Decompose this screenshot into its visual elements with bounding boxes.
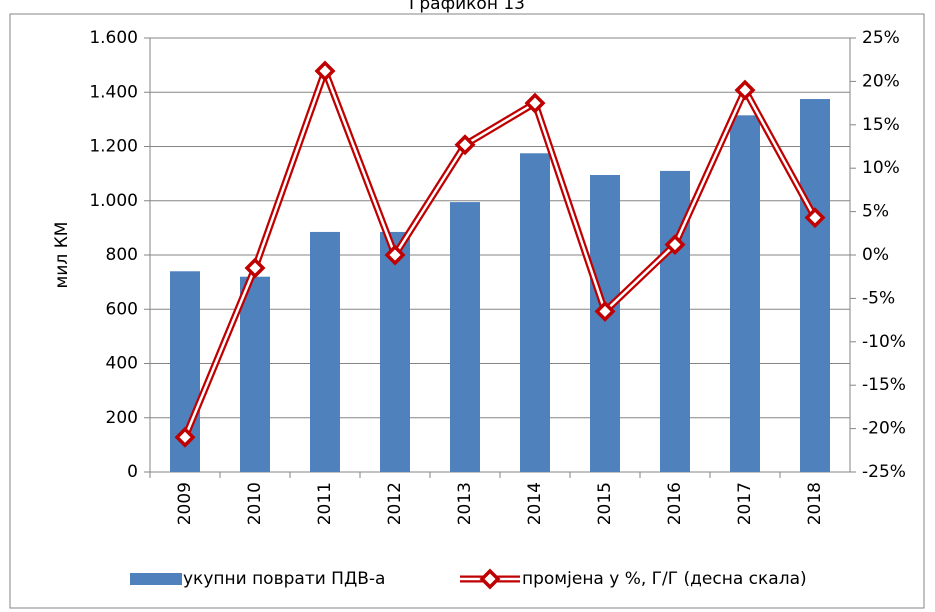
bar <box>800 99 830 472</box>
y-tick-label: 200 <box>106 408 138 428</box>
line-marker <box>594 300 616 322</box>
line-marker <box>454 134 476 156</box>
y2-tick-label: -20% <box>862 419 906 439</box>
y2-tick-label: 10% <box>862 158 900 178</box>
bar <box>520 153 550 472</box>
line-marker <box>804 207 826 229</box>
x-tick-label: 2013 <box>455 482 475 525</box>
bar <box>380 231 410 472</box>
bar <box>730 115 760 473</box>
line-marker <box>664 234 686 256</box>
line-marker <box>314 60 336 82</box>
legend-label: промјена у %, Г/Г (десна скала) <box>522 569 807 589</box>
y2-tick-label: -25% <box>862 462 906 482</box>
x-tick-label: 2018 <box>805 482 825 525</box>
line-marker <box>524 92 546 114</box>
y2-tick-label: 25% <box>862 28 900 48</box>
y-tick-label: 0 <box>127 462 138 482</box>
chart-border <box>9 13 925 609</box>
y2-tick-label: 15% <box>862 115 900 135</box>
legend-swatch <box>130 573 182 585</box>
bar <box>590 174 620 472</box>
y-tick-label: 1.200 <box>89 137 138 157</box>
x-tick-label: 2011 <box>315 482 335 525</box>
legend-label: укупни поврати ПДВ-а <box>183 569 385 589</box>
line-inner <box>183 67 817 438</box>
y-tick-label: 1.600 <box>89 28 138 48</box>
bar <box>240 276 270 472</box>
y2-tick-label: 20% <box>862 71 900 91</box>
y-tick-label: 1.400 <box>89 82 138 102</box>
x-tick-label: 2016 <box>665 482 685 525</box>
x-tick-label: 2014 <box>525 482 545 525</box>
x-tick-label: 2015 <box>595 482 615 525</box>
y2-tick-label: 5% <box>862 202 889 222</box>
y2-tick-label: -15% <box>862 375 906 395</box>
x-tick-label: 2012 <box>385 482 405 525</box>
line-marker <box>384 244 406 266</box>
y2-tick-label: 0% <box>862 245 889 265</box>
y-tick-label: 400 <box>106 354 138 374</box>
line-marker <box>734 79 756 101</box>
y2-tick-label: -5% <box>862 288 895 308</box>
y-tick-label: 600 <box>106 299 138 319</box>
chart-title: Графикон 13 <box>409 0 525 14</box>
legend-marker <box>479 568 501 590</box>
bar <box>310 231 340 472</box>
x-tick-label: 2010 <box>245 482 265 525</box>
y2-tick-label: -10% <box>862 332 906 352</box>
bar <box>450 202 480 472</box>
y-tick-label: 800 <box>106 245 138 265</box>
x-tick-label: 2017 <box>735 482 755 525</box>
line <box>181 60 819 439</box>
y-tick-label: 1.000 <box>89 191 138 211</box>
line-marker <box>244 257 266 279</box>
x-tick-label: 2009 <box>175 482 195 525</box>
line-marker <box>174 426 196 448</box>
y-axis-label: мил КМ <box>52 222 72 289</box>
